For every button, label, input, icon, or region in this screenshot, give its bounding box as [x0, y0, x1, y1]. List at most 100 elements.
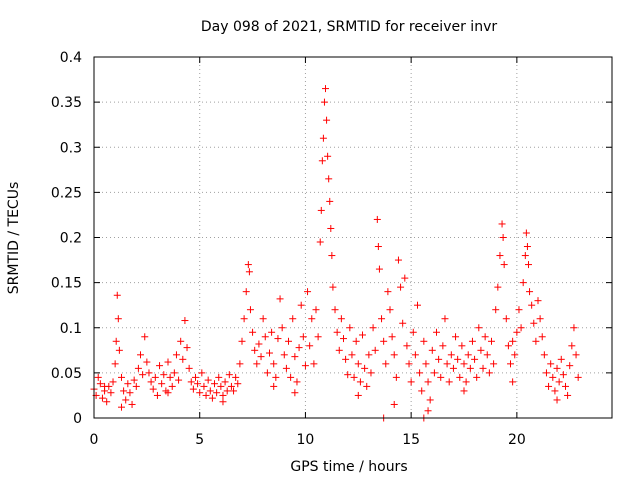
x-axis-label: GPS time / hours	[290, 459, 407, 475]
data-point	[490, 360, 498, 368]
data-point	[328, 252, 336, 260]
data-point	[437, 373, 445, 381]
y-tick-label: 0.3	[60, 140, 82, 156]
data-point	[310, 360, 318, 368]
data-point	[263, 369, 271, 377]
data-point	[317, 206, 325, 214]
data-point	[139, 371, 147, 379]
data-point	[211, 380, 219, 388]
data-point	[553, 364, 561, 372]
data-point	[557, 355, 565, 363]
data-point	[339, 335, 347, 343]
data-point	[424, 407, 432, 415]
data-point	[202, 391, 210, 399]
data-point	[462, 378, 470, 386]
data-point	[496, 252, 504, 260]
data-point	[217, 382, 225, 390]
data-point	[521, 252, 529, 260]
data-point	[545, 382, 553, 390]
data-point	[509, 378, 517, 386]
y-tick-label: 0	[73, 411, 82, 427]
data-point	[407, 378, 415, 386]
data-point	[574, 373, 582, 381]
data-point	[439, 342, 447, 350]
data-point	[308, 315, 316, 323]
data-point	[274, 335, 282, 343]
data-point	[549, 373, 557, 381]
data-point	[187, 378, 195, 386]
data-point	[433, 328, 441, 336]
data-point	[285, 337, 293, 345]
data-point	[301, 362, 309, 370]
data-point	[547, 360, 555, 368]
data-point	[380, 337, 388, 345]
data-point	[160, 371, 168, 379]
data-point	[291, 353, 299, 361]
data-point	[452, 333, 460, 341]
data-point	[318, 157, 326, 165]
data-point	[572, 351, 580, 359]
data-point	[536, 315, 544, 323]
y-tick-label: 0.25	[51, 185, 82, 201]
data-point	[403, 342, 411, 350]
data-point	[555, 378, 563, 386]
data-point	[331, 306, 339, 314]
data-point	[542, 369, 550, 377]
data-point	[445, 378, 453, 386]
data-point	[244, 261, 252, 269]
data-point	[208, 394, 216, 402]
data-point	[513, 328, 521, 336]
data-point	[388, 333, 396, 341]
data-point	[551, 387, 559, 395]
data-point	[344, 371, 352, 379]
data-point	[359, 331, 367, 339]
y-tick-label: 0.1	[60, 321, 82, 337]
data-point	[375, 265, 383, 273]
data-point	[335, 346, 343, 354]
data-point	[405, 360, 413, 368]
data-point	[337, 315, 345, 323]
data-point	[156, 362, 164, 370]
data-point	[327, 224, 335, 232]
data-point	[230, 387, 238, 395]
data-point	[103, 398, 111, 406]
data-point	[141, 333, 149, 341]
data-point	[287, 373, 295, 381]
data-point	[502, 315, 510, 323]
data-point	[420, 337, 428, 345]
data-point	[257, 353, 265, 361]
data-point	[117, 373, 125, 381]
data-point	[166, 373, 174, 381]
tick-labels: 0 0.05 0.1 0.15 0.2 0.25 0.3 0.35 0.4 0 5 10 15 20	[51, 50, 526, 448]
data-point	[170, 369, 178, 377]
data-point	[114, 315, 122, 323]
data-point	[164, 389, 172, 397]
data-point	[475, 324, 483, 332]
data-point	[107, 389, 115, 397]
data-point	[348, 351, 356, 359]
data-point	[206, 387, 214, 395]
data-point	[101, 382, 109, 390]
data-point	[306, 342, 314, 350]
data-point	[242, 288, 250, 296]
data-point	[564, 391, 572, 399]
data-point	[570, 324, 578, 332]
data-point	[424, 378, 432, 386]
data-point	[532, 337, 540, 345]
y-axis-label: SRMTID / TECUs	[6, 182, 22, 295]
data-point	[196, 389, 204, 397]
data-point	[189, 385, 197, 393]
data-point	[297, 301, 305, 309]
data-point	[145, 369, 153, 377]
data-point	[386, 306, 394, 314]
data-point	[456, 373, 464, 381]
data-point	[219, 391, 227, 399]
data-point	[409, 328, 417, 336]
data-point	[373, 215, 381, 223]
x-tick-label: 15	[402, 432, 420, 448]
data-point	[378, 315, 386, 323]
data-point	[517, 324, 525, 332]
data-point	[374, 243, 382, 251]
data-point	[151, 373, 159, 381]
data-point	[418, 387, 426, 395]
